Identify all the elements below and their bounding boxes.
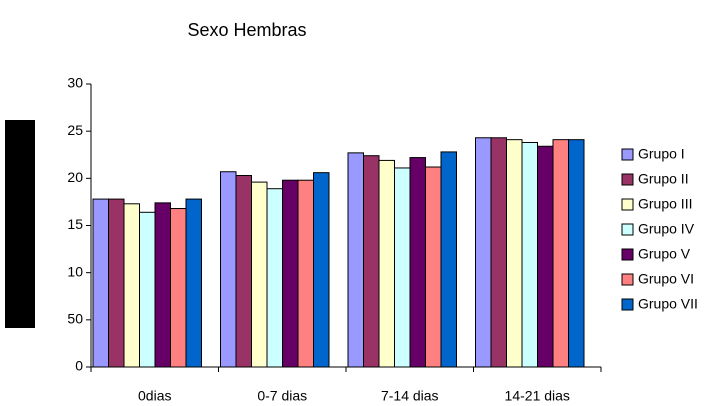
bar <box>552 139 569 368</box>
legend-swatch <box>621 248 634 261</box>
y-tick-label: 20 <box>67 169 83 185</box>
bar <box>490 137 507 368</box>
y-tick-label: 30 <box>67 75 83 91</box>
y-tick-label: 25 <box>67 122 83 138</box>
bar <box>266 188 283 368</box>
x-tick-label: 0dias <box>138 388 171 404</box>
bar <box>521 141 538 368</box>
bar <box>282 179 299 368</box>
bar <box>409 157 426 368</box>
legend-swatch <box>621 148 634 161</box>
chart-title: Sexo Hembras <box>187 20 306 40</box>
legend-label: Grupo VII <box>638 296 698 312</box>
legend-label: Grupo I <box>638 146 685 162</box>
bar <box>139 211 156 368</box>
bar <box>154 202 171 368</box>
legend-label: Grupo V <box>638 246 691 262</box>
legend-label: Grupo VI <box>638 271 694 287</box>
legend-swatch <box>621 198 634 211</box>
bar <box>568 139 585 368</box>
legend-swatch <box>621 273 634 286</box>
bar <box>185 198 202 368</box>
bar <box>297 179 314 368</box>
bar <box>506 139 523 368</box>
legend-swatch <box>621 298 634 311</box>
y-tick-label: 0 <box>75 358 83 374</box>
legend-label: Grupo IV <box>638 221 695 237</box>
bar <box>378 159 395 368</box>
bar <box>220 171 237 368</box>
bar <box>347 152 364 368</box>
bar <box>394 167 411 368</box>
y-tick-label: 10 <box>67 263 83 279</box>
legend-swatch <box>621 223 634 236</box>
bar <box>108 198 125 368</box>
bar <box>170 208 187 368</box>
bar <box>235 175 252 368</box>
legend-swatch <box>621 173 634 186</box>
bar <box>92 198 109 368</box>
legend-label: Grupo II <box>638 171 689 187</box>
bar <box>475 137 492 368</box>
y-tick-label: 50 <box>67 311 83 327</box>
occluder <box>5 120 35 328</box>
bar <box>363 155 380 368</box>
x-tick-label: 0-7 dias <box>257 388 307 404</box>
bar <box>251 181 268 368</box>
bar <box>440 151 457 368</box>
x-tick-label: 7-14 dias <box>381 388 439 404</box>
y-tick-label: 15 <box>67 216 83 232</box>
bar <box>537 145 554 368</box>
bar <box>123 203 140 368</box>
legend-label: Grupo III <box>638 196 692 212</box>
bar <box>313 172 330 368</box>
x-tick-label: 14-21 dias <box>505 388 570 404</box>
bar <box>425 166 442 368</box>
